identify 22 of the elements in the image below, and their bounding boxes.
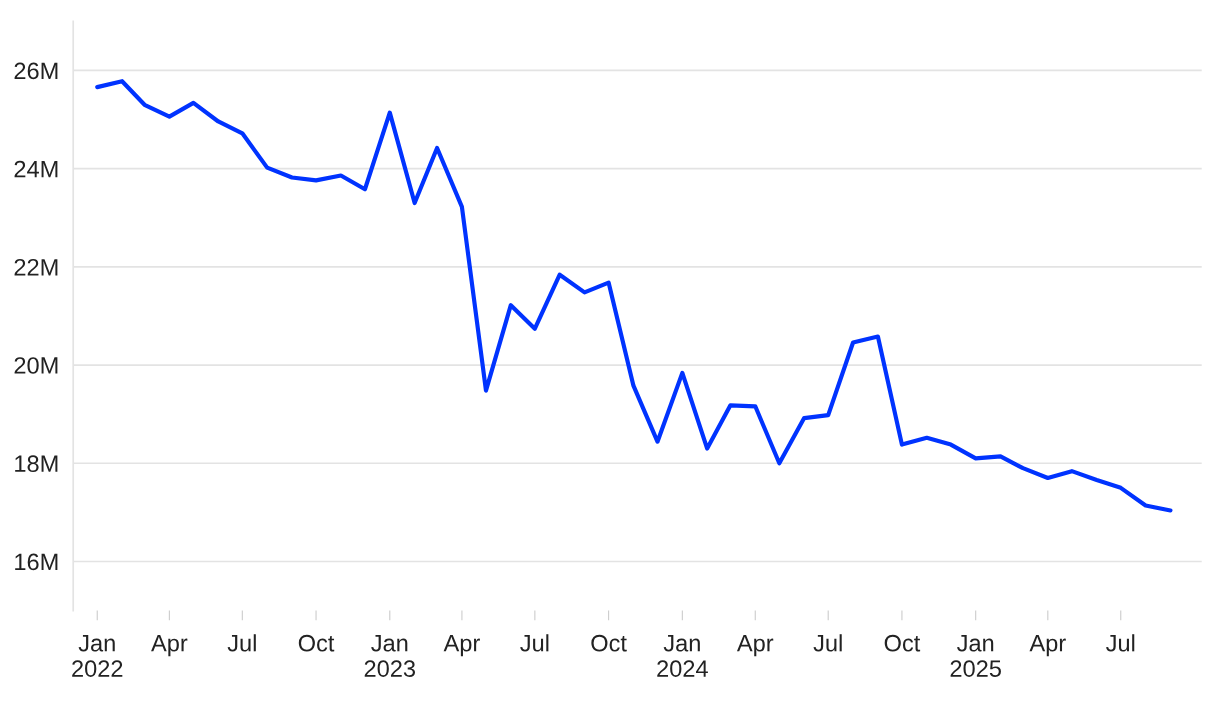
x-tick-label: Jan 2022 [72, 635, 123, 677]
y-tick-label: 20M [14, 357, 58, 374]
x-tick-label: Apr [151, 635, 188, 657]
x-tick-label: Apr [443, 635, 480, 657]
x-tick-label: Jul [1106, 634, 1135, 652]
x-tick-label: Jan 2023 [364, 635, 416, 677]
x-tick-label: Jul [520, 634, 549, 652]
x-tick-label: Oct [298, 634, 335, 652]
x-tick-label: Oct [884, 634, 921, 652]
x-tick-label: Jul [227, 634, 256, 652]
x-tick-label: Jan 2024 [657, 635, 708, 677]
y-tick-label: 24M [14, 160, 58, 178]
y-tick-label: 16M [15, 553, 58, 571]
x-tick-label: Jul [813, 634, 842, 652]
x-tick-label: Oct [591, 634, 627, 652]
y-tick-label: 18M [15, 455, 58, 473]
x-tick-label: Apr [1029, 635, 1066, 657]
y-tick-label: 26M [14, 62, 58, 80]
y-tick-label: 22M [14, 258, 58, 276]
x-tick-label: Jan 2025 [950, 635, 1001, 677]
line-series [95, 79, 1173, 513]
x-tick-label: Apr [736, 635, 774, 657]
